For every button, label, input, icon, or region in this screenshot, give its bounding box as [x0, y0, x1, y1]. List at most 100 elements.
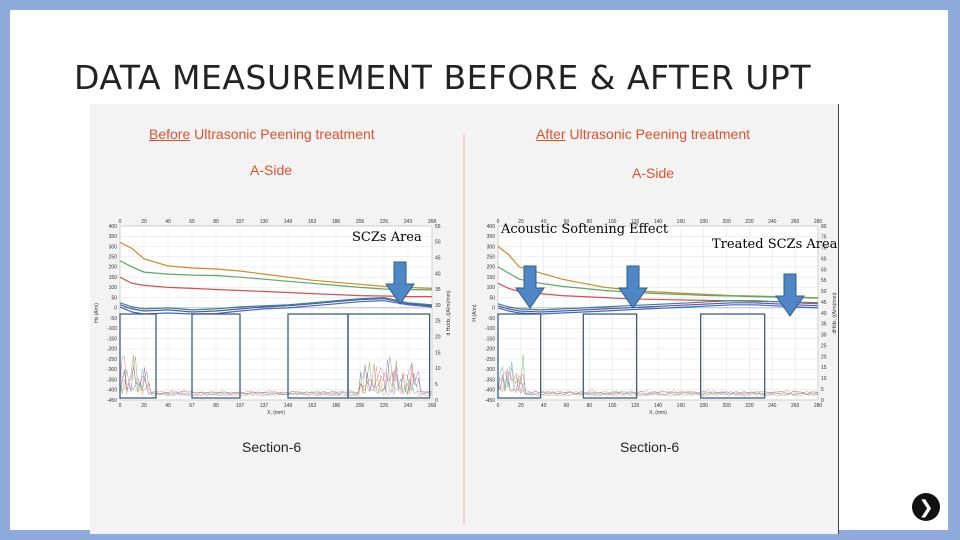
after-x-tick-bottom: 160: [677, 403, 686, 409]
before-y-tick: -350: [107, 377, 117, 383]
before-x-tick-bottom: 186: [332, 403, 341, 409]
next-slide-button[interactable]: ❯: [912, 493, 940, 521]
after-y2-tick: 30: [821, 333, 827, 339]
before-y2-tick: 35: [435, 287, 441, 293]
after-x-tick-bottom: 40: [541, 403, 547, 409]
before-x-tick-bottom: 163: [308, 403, 317, 409]
before-y-tick: -300: [107, 367, 117, 373]
before-y2-axis-label: d Hx/dx, ((A/m)/mm): [446, 290, 452, 335]
acoustic-softening-note: Acoustic Softening Effect: [501, 222, 669, 237]
after-title-rest: Ultrasonic Peening treatment: [565, 126, 751, 142]
after-y-tick: -450: [485, 398, 495, 404]
before-x-tick-bottom: 107: [236, 403, 245, 409]
after-side-label: A-Side: [632, 165, 675, 181]
after-y-tick: 200: [487, 265, 496, 271]
after-y2-tick: 50: [821, 289, 827, 295]
before-y2-tick: 0: [435, 398, 438, 404]
after-y2-tick: 35: [821, 322, 827, 328]
before-y-tick: 50: [111, 295, 117, 301]
after-x-tick-bottom: 240: [768, 403, 777, 409]
before-y-tick: -250: [107, 357, 117, 363]
after-x-tick-top: 40: [541, 219, 547, 225]
before-y2-tick: 10: [435, 366, 441, 372]
after-x-tick-top: 60: [564, 219, 570, 225]
before-y-tick: 400: [109, 224, 118, 230]
after-x-tick-bottom: 260: [791, 403, 800, 409]
after-section-label: Section-6: [620, 439, 680, 455]
before-title-emphasis: Before: [149, 126, 191, 142]
before-y2-tick: 45: [435, 255, 441, 261]
before-y-tick: 0: [114, 306, 117, 312]
before-x-tick-bottom: 40: [165, 403, 171, 409]
after-x-axis-label: X, (mm): [649, 410, 667, 416]
after-y-tick: 350: [487, 234, 496, 240]
after-x-tick-bottom: 200: [722, 403, 731, 409]
down-arrow-icon: [385, 261, 415, 305]
after-y2-tick: 15: [821, 365, 827, 371]
after-y-tick: -250: [485, 357, 495, 363]
after-highlight-box: [582, 313, 638, 399]
before-y-tick: 350: [109, 234, 118, 240]
after-x-tick-top: 220: [745, 219, 754, 225]
before-y-tick: 300: [109, 244, 118, 250]
sczs-area-note: SCZs Area: [352, 230, 422, 245]
after-y2-tick: 5: [821, 387, 824, 393]
after-y2-tick: 25: [821, 343, 827, 349]
before-y2-tick: 55: [435, 224, 441, 230]
after-x-tick-top: 140: [654, 219, 663, 225]
before-series-line: [119, 276, 432, 298]
charts-svg: 400350300250200150100500-50-100-150-200-…: [94, 134, 838, 524]
after-title-emphasis: After: [536, 126, 566, 142]
before-x-tick-top: 40: [165, 219, 171, 225]
before-x-tick-top: 226: [380, 219, 389, 225]
after-series-line: [497, 302, 819, 313]
after-x-tick-top: 280: [814, 219, 823, 225]
after-y-tick: -350: [485, 377, 495, 383]
before-y-axis-label: Hx (A/m): [94, 303, 100, 323]
before-x-tick-top: 0: [119, 219, 122, 225]
after-y2-tick: 70: [821, 246, 827, 252]
after-y2-tick: 45: [821, 300, 827, 306]
after-x-tick-top: 240: [768, 219, 777, 225]
after-chart-title: After Ultrasonic Peening treatment: [536, 126, 750, 142]
after-y2-tick: 10: [821, 376, 827, 382]
before-highlight-box: [347, 313, 431, 399]
after-y2-tick: 20: [821, 354, 827, 360]
treated-sczs-note: Treated SCZs Area: [712, 237, 838, 252]
before-gradient-trace: [119, 355, 433, 394]
down-arrow-icon: [775, 273, 805, 317]
before-series-line: [119, 260, 433, 291]
before-y-tick: 100: [109, 285, 118, 291]
before-gradient-trace: [119, 359, 433, 395]
before-x-tick-bottom: 80: [213, 403, 219, 409]
before-y-tick: -150: [107, 336, 117, 342]
before-gradient-trace: [119, 356, 433, 394]
after-y2-tick: 65: [821, 256, 827, 262]
after-x-tick-bottom: 20: [518, 403, 524, 409]
down-arrow-icon: [618, 265, 648, 309]
before-x-tick-bottom: 149: [284, 403, 293, 409]
before-series-line: [119, 298, 433, 313]
before-y-tick: -50: [110, 316, 117, 322]
after-x-tick-top: 80: [587, 219, 593, 225]
before-x-tick-bottom: 0: [119, 403, 122, 409]
before-y-tick: -450: [107, 398, 117, 404]
before-y2-tick: 15: [435, 350, 441, 356]
after-x-tick-bottom: 60: [564, 403, 570, 409]
before-y2-tick: 5: [435, 382, 438, 388]
chevron-right-icon: ❯: [918, 496, 934, 518]
after-x-tick-top: 260: [791, 219, 800, 225]
before-y2-tick: 50: [435, 240, 441, 246]
before-gradient-trace: [119, 364, 433, 396]
before-x-tick-top: 186: [332, 219, 341, 225]
after-y-tick: 400: [487, 224, 496, 230]
before-y-tick: -200: [107, 347, 117, 353]
after-x-tick-top: 20: [518, 219, 524, 225]
after-x-tick-top: 100: [608, 219, 617, 225]
after-x-tick-top: 120: [631, 219, 640, 225]
before-chart-title: Before Ultrasonic Peening treatment: [149, 126, 375, 142]
down-arrow-icon: [515, 265, 545, 309]
after-y2-tick: 80: [821, 224, 827, 230]
before-x-tick-bottom: 206: [356, 403, 365, 409]
annotation-arrows: [385, 261, 805, 317]
